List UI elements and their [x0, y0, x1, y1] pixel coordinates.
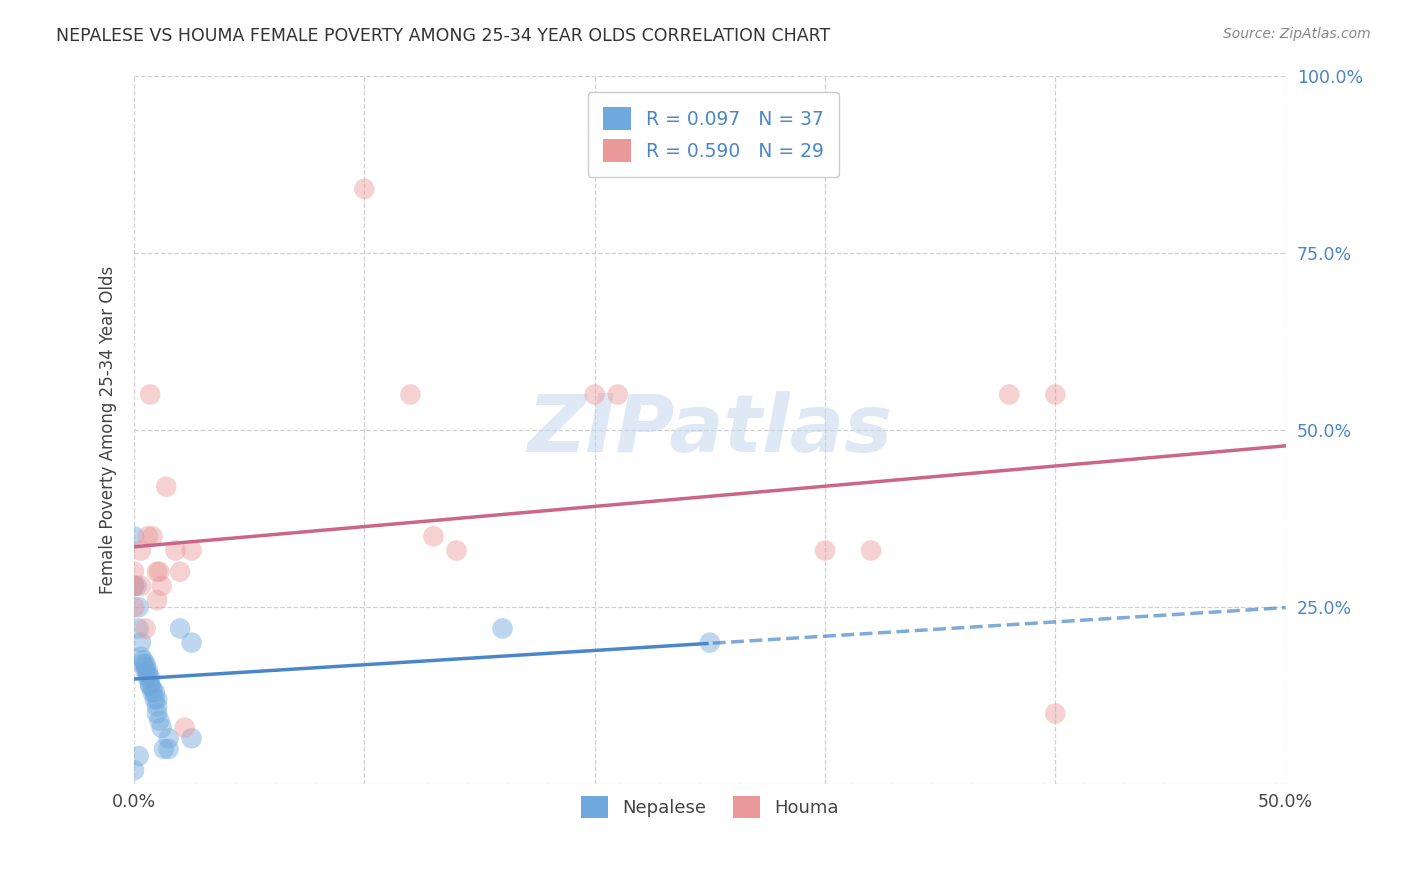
Point [814, 543, 837, 558]
Text: Source: ZipAtlas.com: Source: ZipAtlas.com [1223, 27, 1371, 41]
Point [860, 543, 883, 558]
Point [122, 600, 145, 615]
Point [125, 579, 148, 593]
Point [143, 692, 166, 706]
Point [132, 653, 155, 667]
Point [129, 649, 152, 664]
Point [173, 721, 195, 735]
Point [150, 579, 173, 593]
Point [155, 480, 177, 494]
Text: NEPALESE VS HOUMA FEMALE POVERTY AMONG 25-34 YEAR OLDS CORRELATION CHART: NEPALESE VS HOUMA FEMALE POVERTY AMONG 2… [56, 27, 831, 45]
Point [1045, 706, 1067, 721]
Point [122, 565, 145, 579]
Point [129, 543, 152, 558]
Point [446, 543, 468, 558]
Point [146, 565, 169, 579]
Point [122, 579, 145, 593]
Point [136, 529, 159, 543]
Point [399, 387, 422, 401]
Point [141, 685, 163, 699]
Point [122, 579, 145, 593]
Point [139, 671, 162, 685]
Point [146, 699, 169, 714]
Point [998, 387, 1021, 401]
Y-axis label: Female Poverty Among 25-34 Year Olds: Female Poverty Among 25-34 Year Olds [100, 266, 117, 594]
Point [169, 565, 191, 579]
Point [135, 657, 157, 671]
Point [141, 529, 163, 543]
Point [180, 543, 202, 558]
Point [157, 731, 180, 746]
Point [129, 579, 152, 593]
Point [139, 678, 162, 692]
Point [180, 635, 202, 649]
Point [153, 742, 176, 756]
Point [141, 681, 163, 696]
Point [139, 387, 162, 401]
Point [150, 721, 173, 735]
Point [146, 593, 169, 607]
Point [136, 671, 159, 685]
Point [148, 714, 170, 728]
Point [139, 678, 162, 692]
Point [606, 387, 628, 401]
Point [353, 182, 375, 196]
Point [169, 622, 191, 636]
Point [136, 667, 159, 681]
Point [128, 749, 150, 764]
Point [165, 543, 187, 558]
Point [135, 622, 157, 636]
Point [148, 565, 170, 579]
Point [128, 600, 150, 615]
Point [1045, 387, 1067, 401]
Point [180, 731, 202, 746]
Point [129, 635, 152, 649]
Point [699, 635, 721, 649]
Point [122, 529, 145, 543]
Point [132, 657, 155, 671]
Point [122, 764, 145, 778]
Point [146, 706, 169, 721]
Point [146, 692, 169, 706]
Text: ZIPatlas: ZIPatlas [527, 391, 893, 469]
Point [143, 685, 166, 699]
Point [583, 387, 606, 401]
Legend: Nepalese, Houma: Nepalese, Houma [574, 789, 846, 825]
Point [136, 664, 159, 678]
Point [491, 622, 513, 636]
Point [157, 742, 180, 756]
Point [422, 529, 444, 543]
Point [135, 664, 157, 678]
Point [128, 622, 150, 636]
Point [135, 660, 157, 674]
